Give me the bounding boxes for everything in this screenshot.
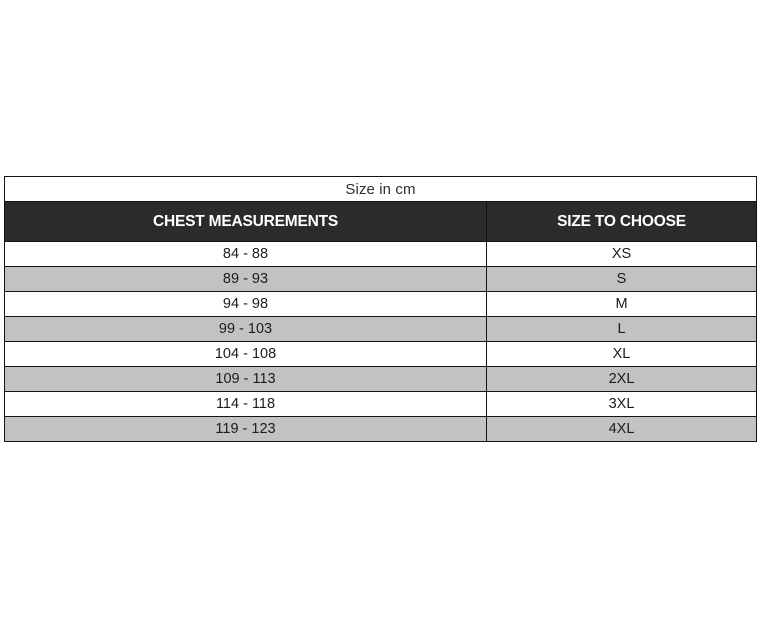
size-cell: L	[486, 316, 757, 342]
chest-measurement-cell: 114 - 118	[4, 391, 487, 417]
size-cell: 2XL	[486, 366, 757, 392]
size-cell: XS	[486, 241, 757, 267]
header-row: CHEST MEASUREMENTS SIZE TO CHOOSE	[4, 201, 757, 242]
size-cell: S	[486, 266, 757, 292]
table-row: 114 - 118 3XL	[4, 391, 757, 417]
column-header-size-to-choose: SIZE TO CHOOSE	[486, 201, 757, 242]
table-row: 104 - 108 XL	[4, 341, 757, 367]
size-cell: M	[486, 291, 757, 317]
table-row: 89 - 93 S	[4, 266, 757, 292]
table-row: 94 - 98 M	[4, 291, 757, 317]
chest-measurement-cell: 89 - 93	[4, 266, 487, 292]
chest-measurement-cell: 84 - 88	[4, 241, 487, 267]
chest-measurement-cell: 109 - 113	[4, 366, 487, 392]
size-chart-table: Size in cm CHEST MEASUREMENTS SIZE TO CH…	[4, 176, 757, 442]
chest-measurement-cell: 99 - 103	[4, 316, 487, 342]
table-row: 109 - 113 2XL	[4, 366, 757, 392]
size-cell: 4XL	[486, 416, 757, 442]
table-row: 84 - 88 XS	[4, 241, 757, 267]
caption-row: Size in cm	[4, 176, 757, 202]
chest-measurement-cell: 94 - 98	[4, 291, 487, 317]
size-cell: 3XL	[486, 391, 757, 417]
size-cell: XL	[486, 341, 757, 367]
chest-measurement-cell: 104 - 108	[4, 341, 487, 367]
table-row: 99 - 103 L	[4, 316, 757, 342]
table-row: 119 - 123 4XL	[4, 416, 757, 442]
chest-measurement-cell: 119 - 123	[4, 416, 487, 442]
column-header-chest-measurements: CHEST MEASUREMENTS	[4, 201, 487, 242]
table-caption: Size in cm	[4, 176, 757, 202]
